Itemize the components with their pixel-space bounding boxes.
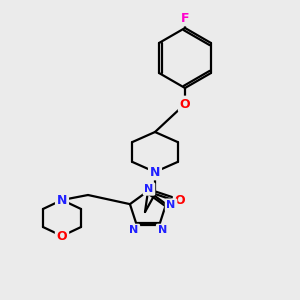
Text: N: N: [129, 225, 139, 236]
Text: N: N: [144, 184, 154, 194]
Text: O: O: [175, 194, 185, 206]
Text: N: N: [158, 225, 167, 236]
Text: N: N: [57, 194, 67, 206]
Text: O: O: [180, 98, 190, 110]
Text: N: N: [167, 200, 176, 210]
Text: F: F: [181, 11, 189, 25]
Text: O: O: [57, 230, 67, 242]
Text: N: N: [150, 166, 160, 178]
